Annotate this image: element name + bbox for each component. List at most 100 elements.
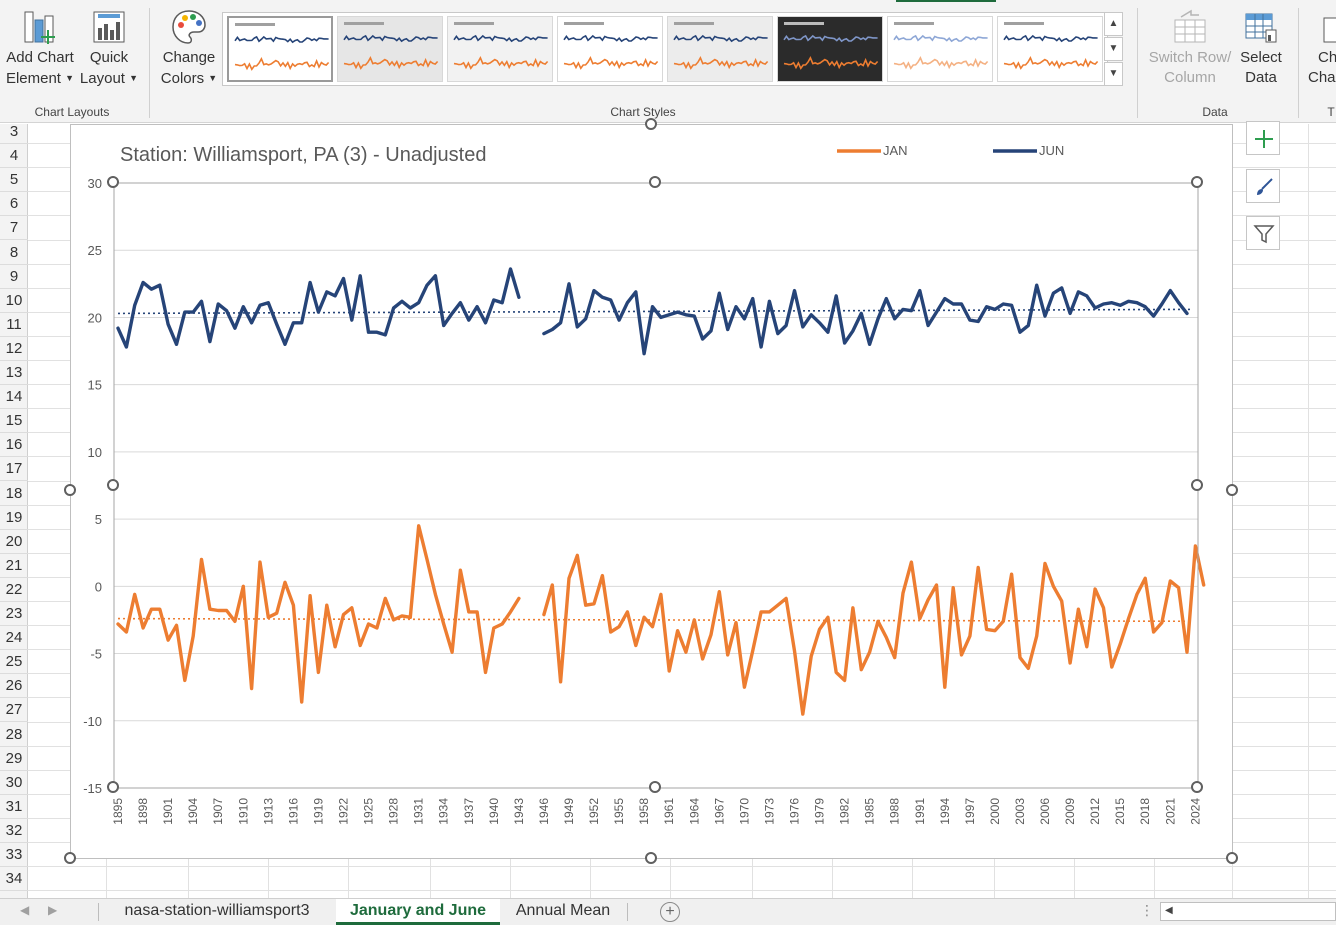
x-tick-label: 1967 [712, 798, 726, 825]
row-header[interactable]: 16 [0, 433, 28, 458]
row-header[interactable]: 33 [0, 843, 28, 867]
row-header[interactable]: 20 [0, 530, 28, 554]
tab-scroll-left-icon[interactable]: ◀ [20, 903, 30, 917]
group-label-chart-styles: Chart Styles [610, 105, 676, 119]
plot-area-resize-handle[interactable] [107, 176, 119, 188]
chart-style-thumbnail[interactable] [777, 16, 883, 82]
row-header[interactable]: 25 [0, 650, 28, 675]
row-header[interactable]: 28 [0, 723, 28, 747]
chart-styles-button[interactable] [1246, 169, 1280, 203]
y-axis: 30 25 20 15 10 5 0 -5 -10 -15 [83, 176, 102, 796]
plot-area-resize-handle[interactable] [1191, 176, 1203, 188]
trendline-jan[interactable] [117, 617, 1193, 623]
row-header[interactable]: 9 [0, 265, 28, 289]
x-tick-label: 1997 [963, 798, 977, 825]
chart-resize-handle[interactable] [1226, 484, 1238, 496]
chart-resize-handle[interactable] [1226, 852, 1238, 864]
change-colors-button[interactable]: Change Colors ▼ [156, 8, 222, 89]
x-tick-label: 1901 [161, 798, 175, 825]
tab-annual-mean[interactable]: Annual Mean [515, 902, 611, 919]
gallery-scroll-down-button[interactable]: ▼ [1104, 37, 1123, 61]
chart-style-thumbnail[interactable] [997, 16, 1103, 82]
row-header[interactable]: 14 [0, 385, 28, 410]
row-header[interactable]: 3 [0, 124, 28, 144]
x-tick-label: 1952 [587, 798, 601, 825]
add-chart-element-button[interactable]: Add Chart Element ▼ [4, 8, 76, 89]
row-header[interactable]: 6 [0, 192, 28, 217]
row-header[interactable]: 22 [0, 578, 28, 602]
chart-style-thumbnail[interactable] [557, 16, 663, 82]
tab-january-and-june[interactable]: January and June [336, 899, 500, 925]
add-sheet-button[interactable]: + [660, 902, 680, 922]
chart-title[interactable]: Station: Williamsport, PA (3) - Unadjust… [120, 144, 486, 166]
scroll-left-icon[interactable]: ◀ [1165, 905, 1173, 916]
legend[interactable]: JAN JUN [837, 143, 1064, 158]
row-header[interactable]: 17 [0, 457, 28, 482]
change-chart-type-button[interactable]: Ch Char [1306, 8, 1336, 88]
switch-row-column-line2: Column [1164, 69, 1216, 86]
row-header[interactable]: 8 [0, 241, 28, 265]
plot-area-resize-handle[interactable] [649, 176, 661, 188]
horizontal-scrollbar[interactable]: ◀ [1160, 902, 1336, 921]
chart-elements-button[interactable] [1246, 121, 1280, 155]
plot-area-resize-handle[interactable] [649, 781, 661, 793]
x-tick-label: 2000 [988, 798, 1002, 825]
chart-filters-button[interactable] [1246, 216, 1280, 250]
gridline-row [28, 866, 1336, 868]
chart-resize-handle[interactable] [645, 852, 657, 864]
chart-resize-handle[interactable] [645, 118, 657, 130]
quick-layout-line2: Layout [79, 70, 125, 87]
chart-style-thumbnail[interactable] [667, 16, 773, 82]
row-header[interactable]: 10 [0, 289, 28, 313]
plot-area-resize-handle[interactable] [107, 781, 119, 793]
row-header[interactable]: 30 [0, 771, 28, 795]
series-line-jan[interactable] [116, 524, 1206, 716]
row-header[interactable]: 15 [0, 409, 28, 434]
tab-split-handle-icon[interactable]: ⋮ [1140, 902, 1154, 918]
chart-style-thumbnail[interactable] [887, 16, 993, 82]
select-data-button[interactable]: Select Data [1236, 8, 1286, 88]
change-chart-type-line1: Ch [1318, 49, 1336, 66]
x-tick-label: 1949 [562, 798, 576, 825]
tab-nasa-station-williamsport3[interactable]: nasa-station-williamsport3 [124, 902, 310, 919]
x-tick-label: 1964 [687, 798, 701, 825]
quick-layout-button[interactable]: Quick Layout ▼ [78, 8, 140, 89]
row-header[interactable]: 18 [0, 482, 28, 506]
row-header[interactable]: 32 [0, 819, 28, 843]
row-header[interactable]: 13 [0, 361, 28, 385]
gallery-scroll-up-button[interactable]: ▲ [1104, 12, 1123, 36]
plot-area-resize-handle[interactable] [1191, 478, 1203, 491]
chart-resize-handle[interactable] [64, 484, 76, 496]
row-header[interactable]: 26 [0, 674, 28, 699]
plot-area-resize-handle[interactable] [107, 478, 119, 491]
row-header[interactable]: 7 [0, 216, 28, 241]
row-header[interactable]: 24 [0, 626, 28, 651]
gallery-expand-button[interactable]: ▼ [1104, 62, 1123, 86]
row-header[interactable]: 19 [0, 506, 28, 530]
row-header[interactable]: 29 [0, 747, 28, 771]
plot-area-resize-handle[interactable] [1191, 781, 1203, 793]
y-tick-label: 10 [88, 445, 102, 460]
x-tick-label: 1940 [487, 798, 501, 825]
group-divider [1137, 8, 1138, 118]
row-header[interactable]: 4 [0, 144, 28, 169]
row-header[interactable]: 34 [0, 867, 28, 892]
row-header[interactable]: 27 [0, 698, 28, 723]
row-header[interactable]: 21 [0, 554, 28, 578]
chart-style-thumbnail[interactable] [337, 16, 443, 82]
select-data-line2: Data [1245, 69, 1277, 86]
chart-area[interactable]: 30 25 20 15 10 5 0 -5 -10 -15 1895 1898 1901 1904 190… [70, 124, 1233, 859]
switch-row-column-button[interactable]: Switch Row/ Column [1144, 8, 1236, 88]
chart-style-thumbnail[interactable] [227, 16, 333, 82]
row-header[interactable]: 23 [0, 602, 28, 626]
row-header[interactable]: 11 [0, 313, 28, 337]
plot-area-border[interactable] [113, 182, 1199, 789]
row-header[interactable]: 5 [0, 168, 28, 193]
row-header[interactable]: 12 [0, 337, 28, 361]
row-header[interactable]: 31 [0, 795, 28, 819]
chart-style-thumbnail[interactable] [447, 16, 553, 82]
chart-resize-handle[interactable] [64, 852, 76, 864]
x-tick-label: 2009 [1063, 798, 1077, 825]
tab-scroll-right-icon[interactable]: ▶ [48, 903, 58, 917]
series-line-jun[interactable] [116, 267, 1189, 356]
